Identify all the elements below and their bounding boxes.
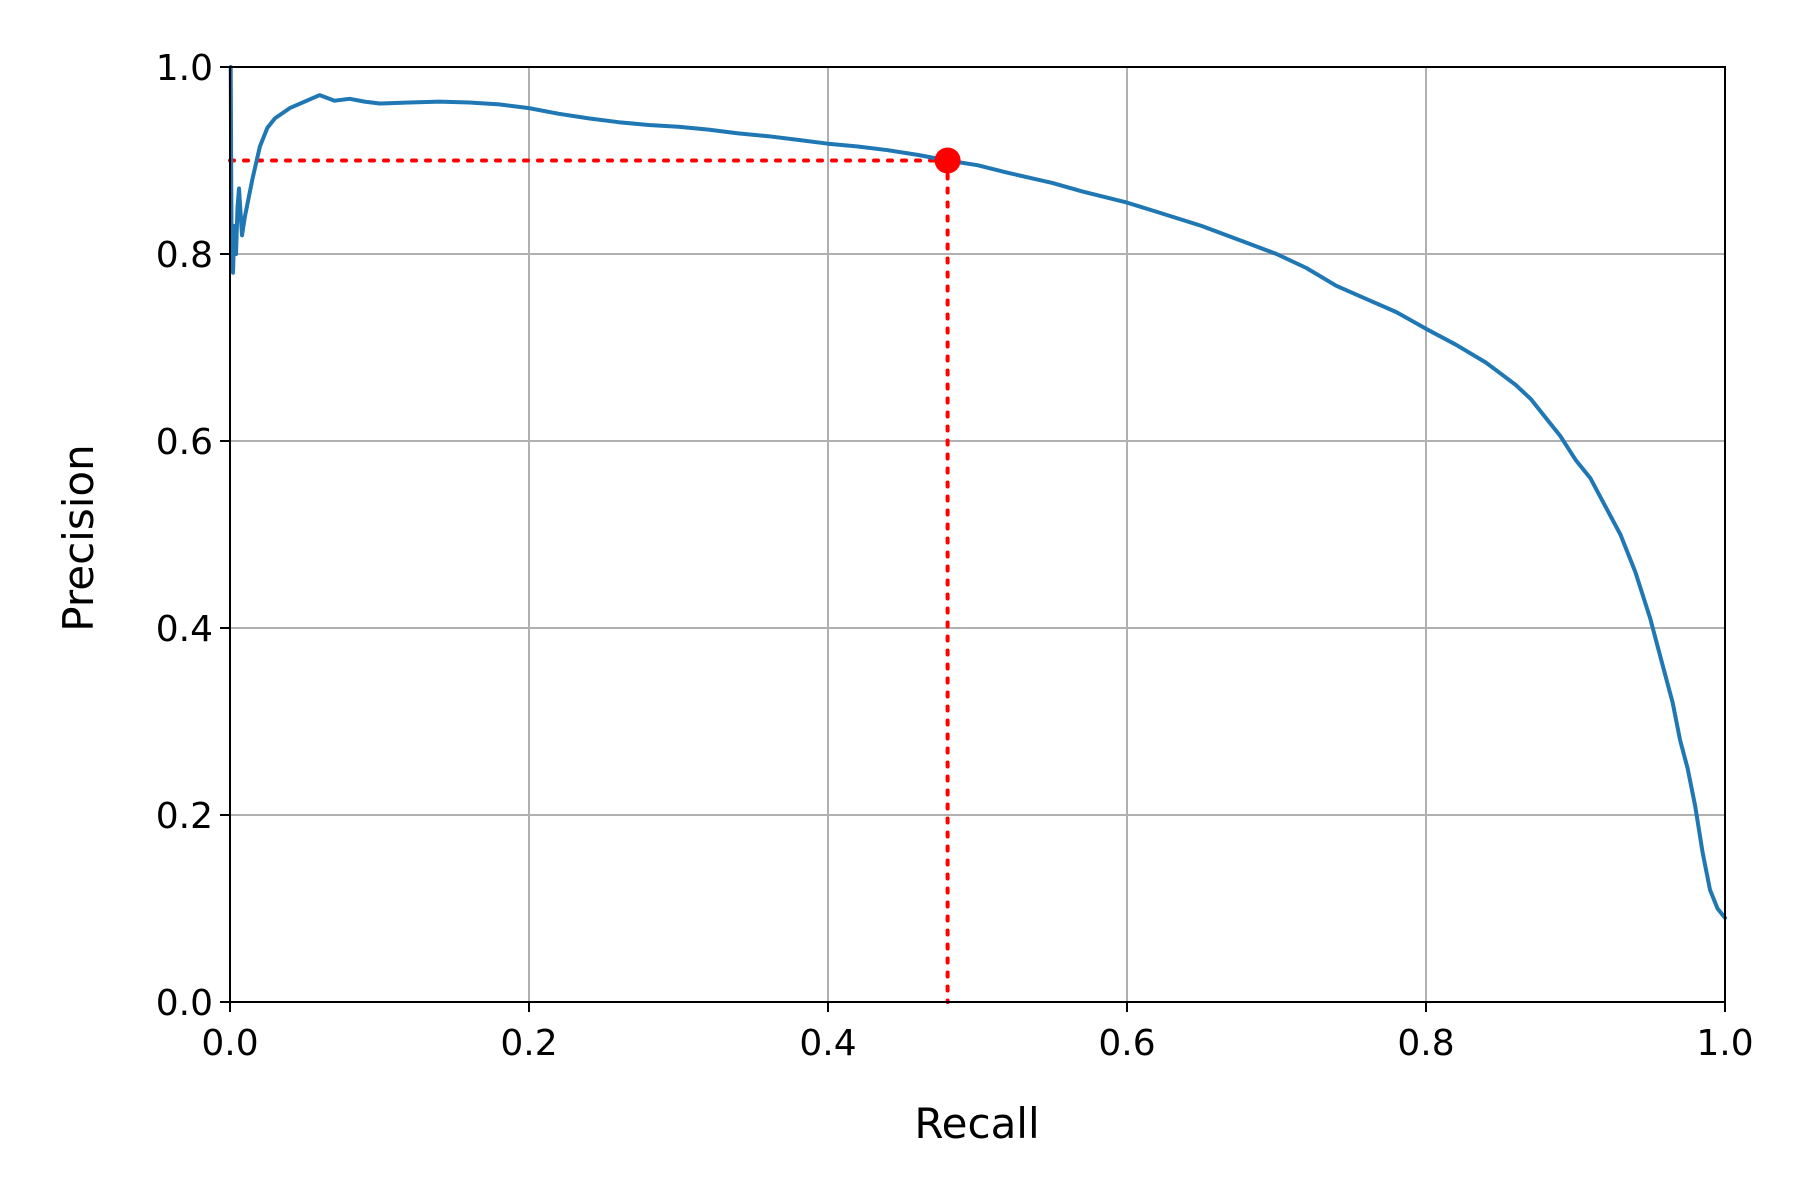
- x-axis-title: Recall: [914, 1099, 1039, 1148]
- y-tick-label-3: 0.6: [156, 422, 213, 463]
- y-tick-label-4: 0.8: [156, 235, 213, 276]
- y-tick-label-2: 0.4: [156, 609, 213, 650]
- y-tick-label-0: 0.0: [156, 983, 213, 1024]
- reference-lines-layer: [228, 158, 950, 1004]
- x-tick-label-0: 0.0: [201, 1023, 258, 1064]
- tick-layer: 0.0 0.2 0.4 0.6 0.8 1.0 0.0 0.2 0.4 0.6 0.8 1.0: [156, 48, 1754, 1064]
- y-tick-label-1: 0.2: [156, 796, 213, 837]
- x-tick-label-3: 0.6: [1098, 1023, 1155, 1064]
- x-tick-label-2: 0.4: [799, 1023, 856, 1064]
- x-tick-label-1: 0.2: [500, 1023, 557, 1064]
- highlight-point: [934, 147, 961, 174]
- series-layer: [228, 65, 1727, 920]
- axes-frame: [229, 66, 1726, 1003]
- x-tick-label-4: 0.8: [1397, 1023, 1454, 1064]
- grid-layer: [229, 66, 1726, 1003]
- y-axis-title: Precision: [54, 444, 103, 631]
- axes-frame-layer: [229, 66, 1726, 1003]
- x-tick-label-5: 1.0: [1696, 1023, 1753, 1064]
- y-tick-label-5: 1.0: [156, 48, 213, 89]
- series-line-0: [228, 65, 1727, 920]
